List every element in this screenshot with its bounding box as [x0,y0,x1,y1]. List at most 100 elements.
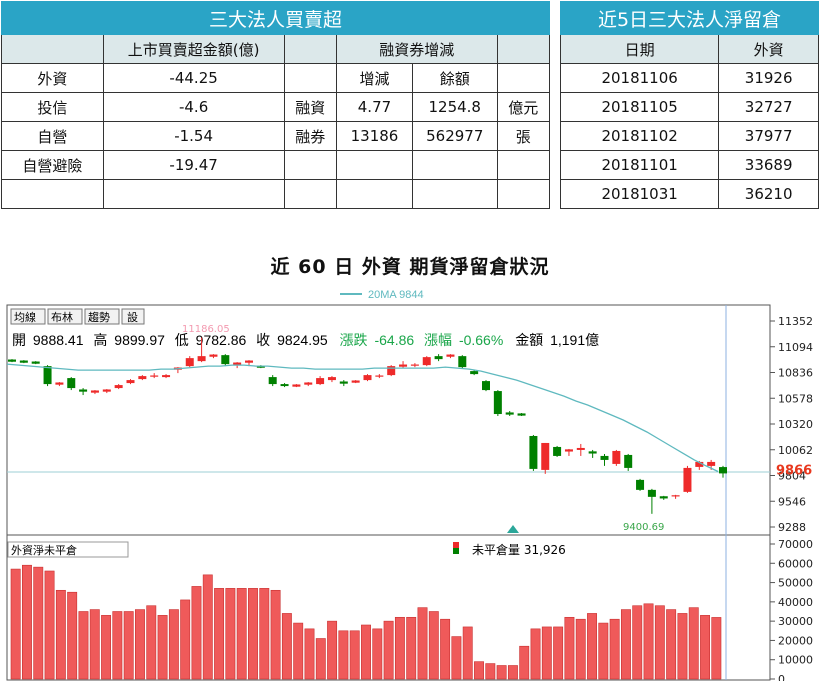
settings-button[interactable] [121,308,145,325]
oi-bar [112,611,123,680]
oi-bar [202,574,213,680]
ohlc-info: 開 9888.41 高 9899.97 低 9782.86 收 9824.95 … [12,332,599,348]
change-label: 漲跌 [340,332,368,348]
candle-body [410,364,419,366]
high-label: 高 [93,332,107,348]
oi-bar [327,620,338,680]
oi-bar [168,609,179,680]
legend-swatch-down [453,548,459,554]
row-empty [283,150,337,180]
row-date: 20181102 [559,121,720,151]
candle-body [79,389,88,392]
candle-body [493,391,502,415]
oi-bar [417,607,428,680]
header-amount: 上市買賣超金額(億) [102,34,285,64]
row-value: 32727 [718,92,819,122]
header-margin: 融資券增減 [335,34,498,64]
oi-bar [44,570,55,680]
candle-body [31,361,40,364]
oi-bar [587,613,597,680]
row-empty [1,179,104,209]
legend-swatch-up [453,542,459,548]
oi-bar [135,609,145,680]
oi-bar [530,628,541,680]
candle-body [517,413,526,416]
oi-bar [666,609,677,680]
change-value: -64.86 [374,332,414,348]
oi-bar [372,628,383,680]
header-empty [496,34,551,64]
price-tick-label: 9546 [778,495,806,508]
table-title: 三大法人買賣超 [1,1,550,35]
oi-bar [519,645,530,680]
bollinger-button[interactable] [47,308,83,325]
row-empty [335,179,413,209]
oi-tick-label: 70000 [778,538,813,551]
row-unit: 億元 [496,92,551,122]
candle-body [185,358,194,367]
candle-body [505,412,514,415]
oi-bar [677,613,688,680]
pct-label: 漲幅 [424,332,452,348]
oi-bar [462,626,473,680]
row-empty [496,150,551,180]
row-name: 自營 [1,121,104,151]
row-margin-label: 融資 [283,92,337,122]
header-empty [283,34,337,64]
price-tick-label: 9288 [778,521,806,534]
oi-bar [78,611,89,680]
oi-bar [214,588,225,680]
candle-body [588,451,597,454]
candle-body [624,454,633,468]
oi-bar [281,613,292,680]
header-empty [1,34,104,64]
pct-value: -0.66% [459,332,503,348]
candle-body [576,447,585,450]
ma-button-label: 均線 [14,310,36,324]
price-tick-label: 10578 [778,392,813,405]
price-tick-label: 10836 [778,367,813,380]
oi-tick-label: 60000 [778,557,813,570]
header-date: 日期 [559,34,720,64]
trend-button[interactable] [84,308,120,325]
panel-label: 外資淨未平倉 [11,543,77,557]
low-value: 9782.86 [196,332,247,348]
net-position-table: 近5日三大法人淨留倉 日期 外資 20181106 31926 20181105 3… [559,1,819,209]
price-tick-label: 10320 [778,418,813,431]
oi-bar [688,607,699,680]
row-value: 33689 [718,150,819,180]
low-label: 低 [175,332,189,348]
oi-bar [553,626,564,680]
candle-body [43,366,52,385]
candle-body [209,354,218,357]
min-annotation: 9400.69 [623,522,664,533]
candle-body [363,375,372,381]
candle-body [458,356,467,368]
oi-bar [654,605,665,680]
row-date: 20181106 [559,63,720,93]
candle-body [707,461,716,466]
volume-panel-frame [6,534,771,681]
candle-body [316,378,325,385]
oi-tick-label: 10000 [778,654,813,667]
row-name: 自營避險 [1,150,104,180]
row-empty [411,150,498,180]
oi-bar [349,630,360,680]
header-foreign: 外資 [718,34,819,64]
candles-group [8,337,727,514]
oi-bar [270,589,281,680]
row-empty [411,179,498,209]
candle-body [268,377,277,385]
ma-button[interactable] [10,308,46,325]
candle-body [612,450,621,464]
oi-bar [157,615,168,680]
oi-bar [259,588,270,680]
row-unit: 張 [496,121,551,151]
oi-legend: 未平倉量 31,926 [472,542,566,557]
ma-legend: 20MA 9844 [368,289,424,301]
candle-body [55,382,64,385]
row-empty [335,150,413,180]
candle-body [683,467,692,492]
oi-tick-label: 0 [778,673,785,681]
candle-body [351,380,360,383]
